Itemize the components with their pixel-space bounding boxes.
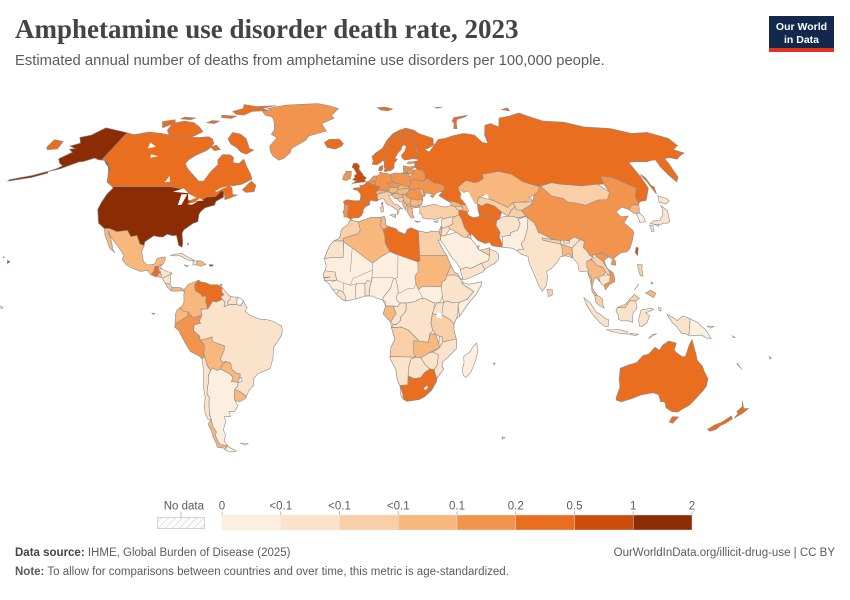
svg-text:1: 1 (630, 501, 636, 513)
svg-text:<0.1: <0.1 (387, 501, 410, 513)
svg-text:0.1: 0.1 (449, 501, 465, 513)
svg-text:No data: No data (164, 501, 205, 513)
svg-text:2: 2 (689, 501, 695, 513)
svg-text:<0.1: <0.1 (269, 501, 292, 513)
svg-text:0.5: 0.5 (567, 501, 583, 513)
svg-text:0.2: 0.2 (508, 501, 524, 513)
svg-text:<0.1: <0.1 (328, 501, 351, 513)
svg-text:0: 0 (219, 501, 225, 513)
